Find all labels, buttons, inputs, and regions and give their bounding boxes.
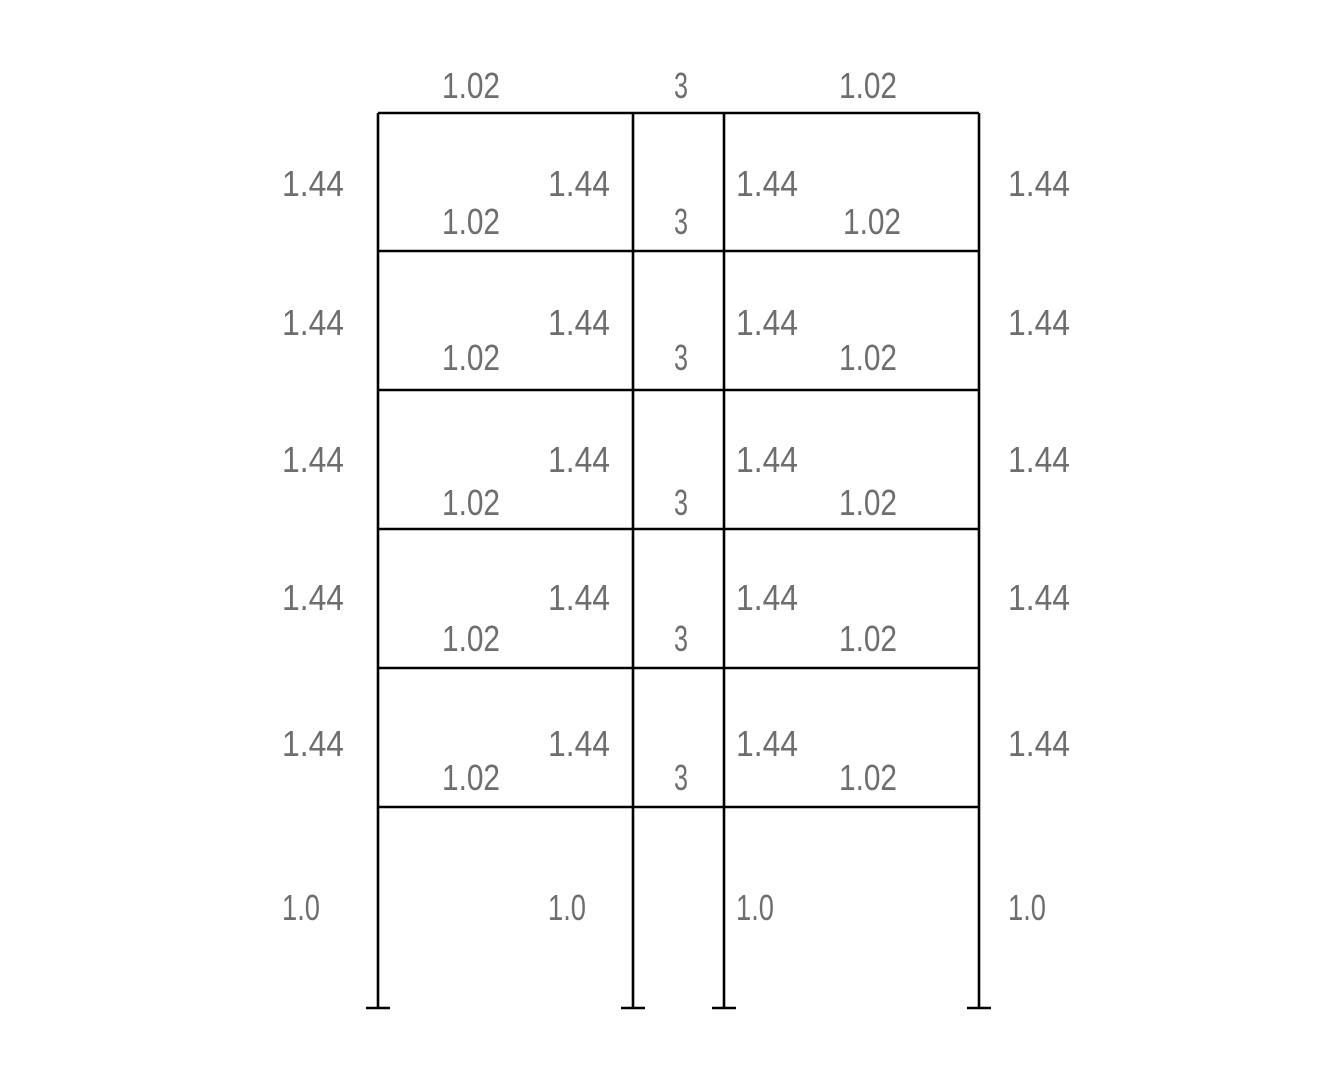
beam-stiffness-label: 1.02 [442,201,500,242]
column-stiffness-label: 1.44 [282,577,344,618]
column-stiffness-label: 1.44 [1008,163,1070,204]
beam-stiffness-label: 1.02 [442,337,500,378]
beam-stiffness-label: 3 [674,618,688,659]
column-stiffness-label: 1.44 [736,723,798,764]
column-stiffness-label: 1.44 [282,439,344,480]
beam-stiffness-label: 1.02 [839,482,897,523]
column-stiffness-label: 1.44 [736,577,798,618]
beam-stiffness-label: 3 [674,65,688,106]
column-stiffness-label: 1.44 [548,163,610,204]
column-stiffness-label: 1.44 [736,163,798,204]
beam-stiffness-label: 1.02 [442,618,500,659]
column-stiffness-label: 1.44 [736,302,798,343]
column-stiffness-label: 1.44 [282,723,344,764]
column-stiffness-label: 1.44 [548,577,610,618]
column-stiffness-label: 1.0 [282,887,320,928]
beam-stiffness-label: 1.02 [839,65,897,106]
column-stiffness-label: 1.44 [1008,439,1070,480]
beam-stiffness-label: 1.02 [839,337,897,378]
beam-stiffness-label: 3 [674,482,688,523]
column-stiffness-label: 1.44 [548,439,610,480]
beam-stiffness-label: 1.02 [442,482,500,523]
column-stiffness-label: 1.44 [1008,577,1070,618]
column-stiffness-label: 1.44 [548,723,610,764]
beam-stiffness-label: 1.02 [442,65,500,106]
beam-stiffness-label: 1.02 [839,757,897,798]
column-stiffness-label: 1.44 [1008,302,1070,343]
beam-stiffness-label: 1.02 [839,618,897,659]
column-stiffness-label: 1.44 [282,163,344,204]
beam-stiffness-label: 3 [674,757,688,798]
beam-stiffness-label: 1.02 [442,757,500,798]
column-stiffness-label: 1.0 [548,887,586,928]
beam-stiffness-label: 1.02 [843,201,901,242]
column-stiffness-label: 1.44 [282,302,344,343]
beam-stiffness-label: 3 [674,201,688,242]
column-stiffness-label: 1.0 [736,887,774,928]
column-stiffness-label: 1.44 [1008,723,1070,764]
column-stiffness-label: 1.0 [1008,887,1046,928]
beam-stiffness-label: 3 [674,337,688,378]
column-stiffness-label: 1.44 [736,439,798,480]
column-stiffness-label: 1.44 [548,302,610,343]
